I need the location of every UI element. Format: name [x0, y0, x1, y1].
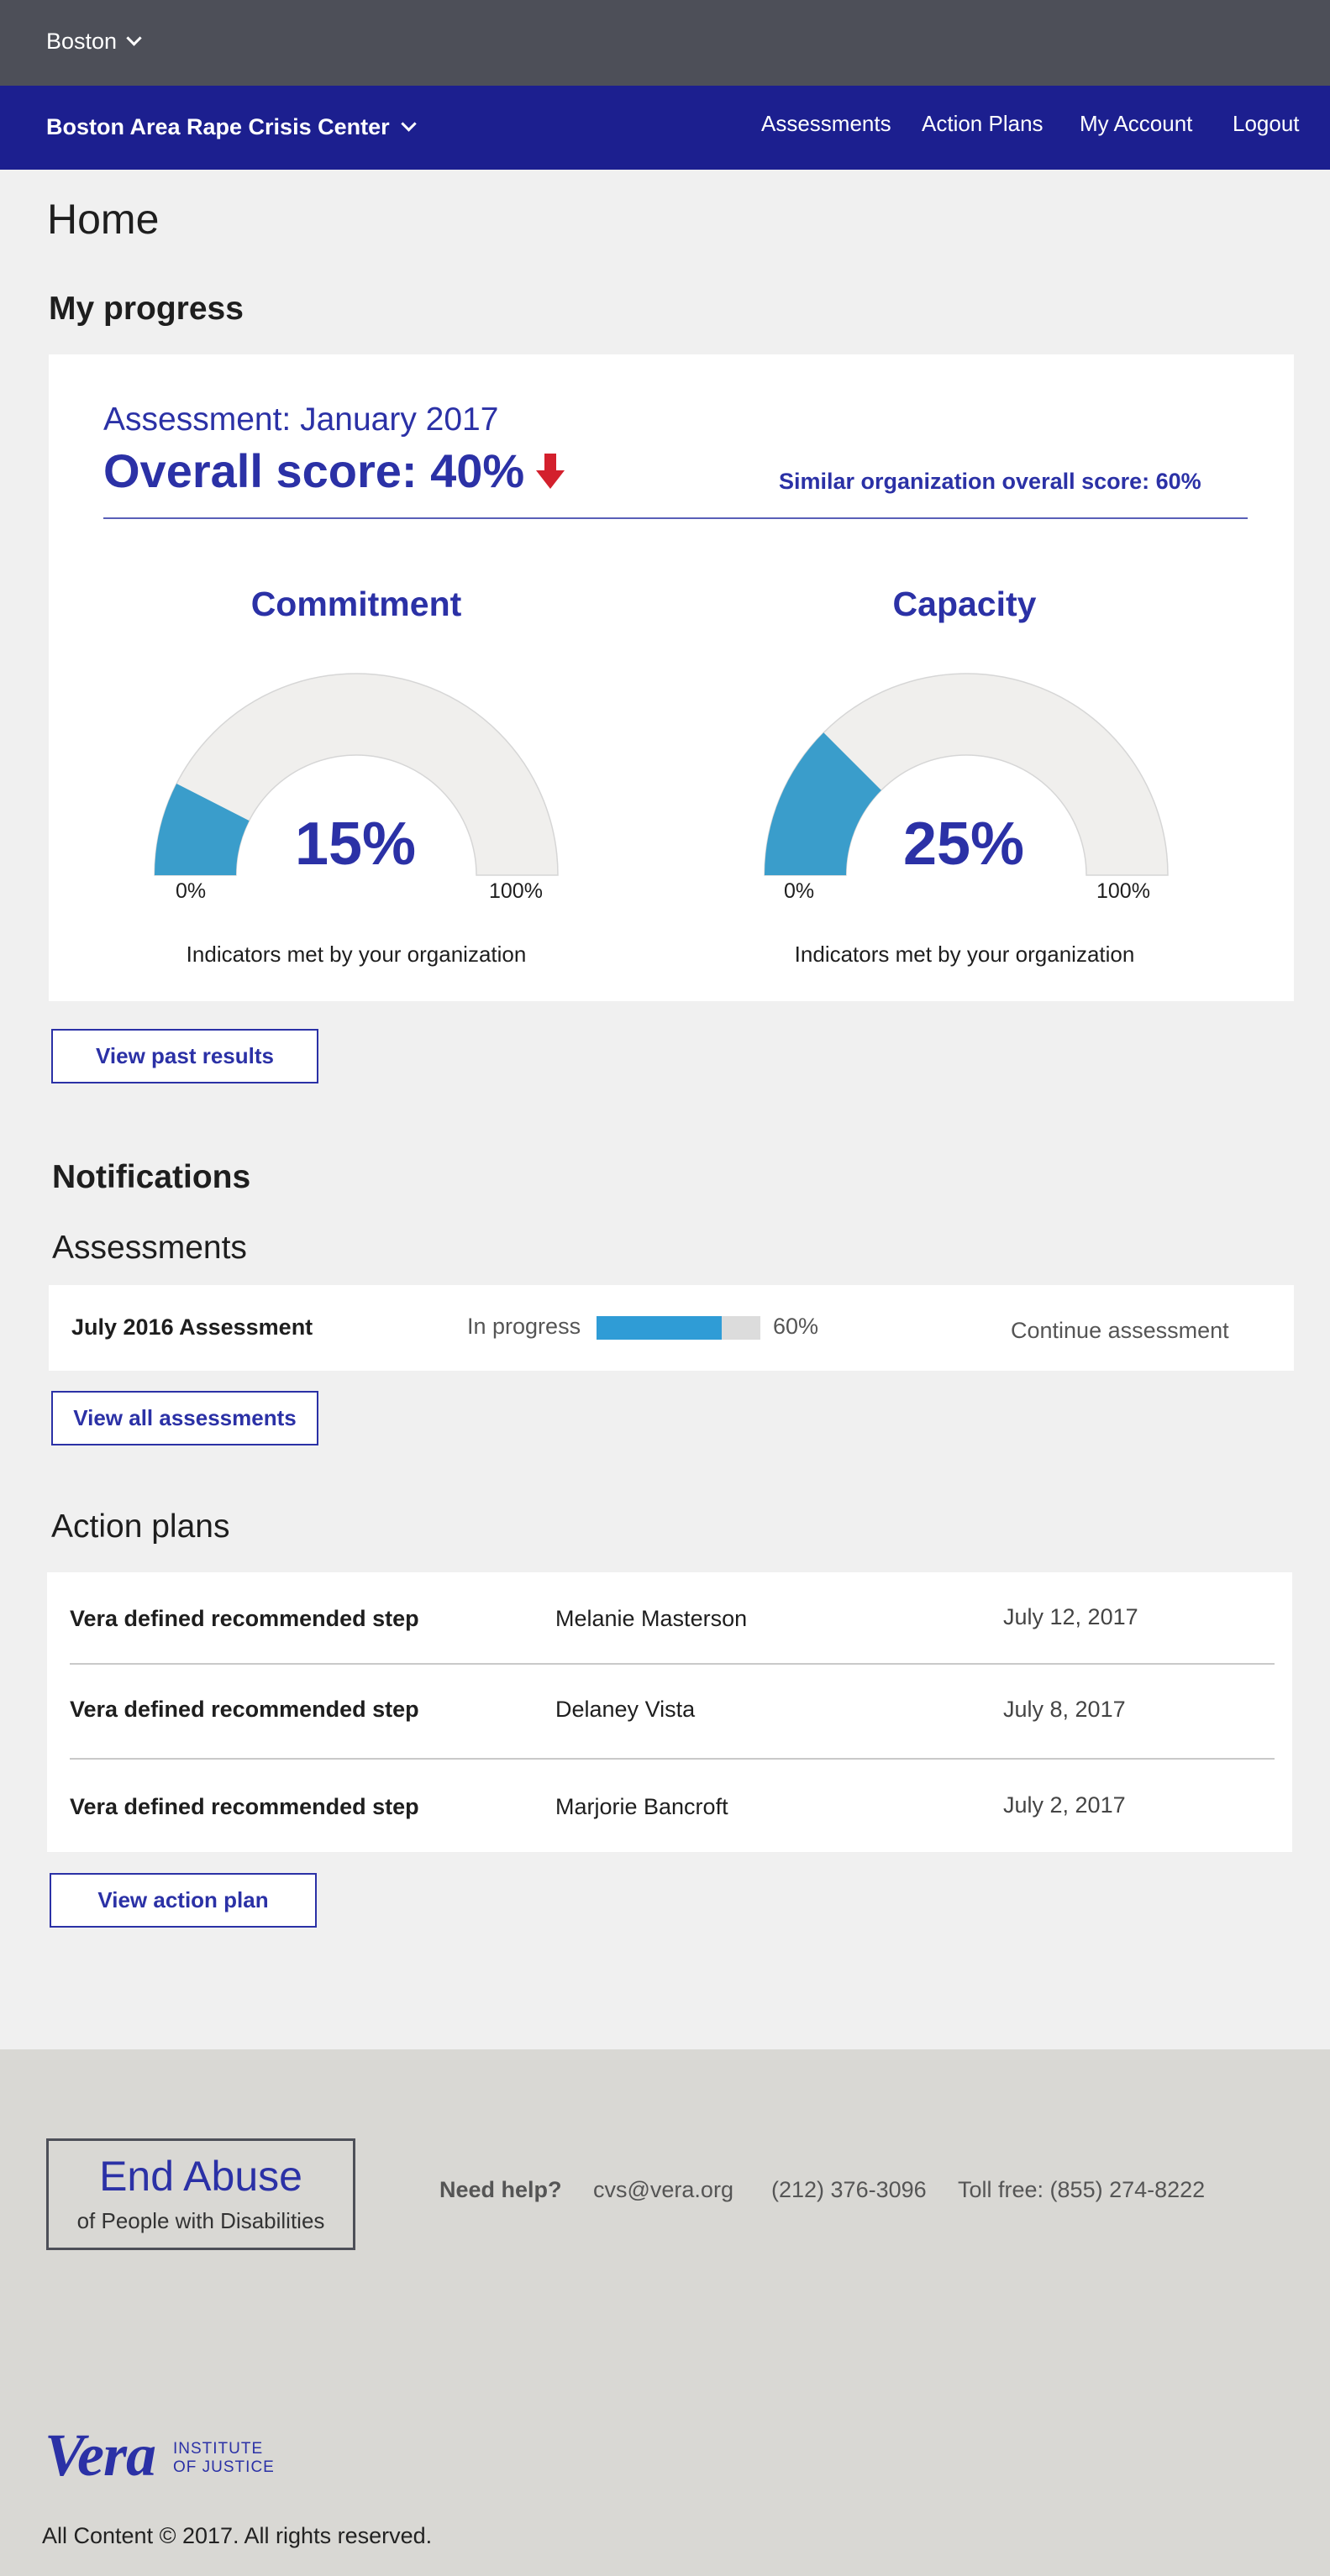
- gauge-title-commitment: Commitment: [250, 585, 462, 623]
- nav-my-account[interactable]: My Account: [1080, 111, 1193, 136]
- gauge-value-capacity: 25%: [902, 811, 1025, 878]
- page-title: Home: [47, 196, 160, 243]
- email-link[interactable]: cvs@vera.org: [593, 2177, 733, 2202]
- action-plan-step[interactable]: Vera defined recommended step: [70, 1606, 419, 1631]
- capacity-gauge: [764, 673, 1169, 876]
- nav-assessments[interactable]: Assessments: [761, 111, 891, 136]
- row-divider: [70, 1758, 1275, 1760]
- city-selector[interactable]: Boston: [46, 29, 142, 55]
- overall-score: Overall score: 40%: [103, 443, 565, 498]
- view-past-results-button[interactable]: View past results: [51, 1029, 318, 1083]
- action-plan-date: July 12, 2017: [1003, 1604, 1138, 1629]
- gauge-value-commitment: 15%: [294, 811, 417, 878]
- action-plans-title: Action plans: [51, 1508, 230, 1545]
- gauge-caption-commitment: Indicators met by your organization: [186, 942, 527, 967]
- assessment-date: Assessment: January 2017: [103, 401, 499, 438]
- action-plan-person: Melanie Masterson: [555, 1606, 748, 1631]
- continue-assessment-link[interactable]: Continue assessment: [1011, 1318, 1229, 1343]
- assessments-subtitle: Assessments: [52, 1230, 247, 1266]
- end-abuse-logo-title: End Abuse: [99, 2153, 302, 2200]
- arrow-down-icon: [536, 453, 565, 489]
- gauge-fill: [765, 732, 881, 875]
- need-help-label: Need help?: [439, 2177, 562, 2202]
- similar-org-score: Similar organization overall score: 60%: [779, 469, 1201, 494]
- row-divider: [70, 1663, 1275, 1665]
- vera-institute-line2: OF JUSTICE: [173, 2458, 275, 2476]
- vera-logo[interactable]: Vera: [45, 2421, 156, 2489]
- action-plans-card: [47, 1572, 1292, 1852]
- nav-action-plans[interactable]: Action Plans: [922, 111, 1043, 136]
- gauge-track: [764, 673, 1169, 876]
- progress-card: [49, 354, 1294, 1001]
- commitment-gauge: [154, 673, 559, 876]
- city-label: Boston: [46, 29, 118, 54]
- end-abuse-logo-subtitle: of People with Disabilities: [76, 2208, 325, 2233]
- assessment-name: July 2016 Assessment: [71, 1314, 313, 1340]
- phone-link[interactable]: (212) 376-3096: [771, 2177, 927, 2202]
- gauge-title-capacity: Capacity: [892, 585, 1037, 623]
- org-label: Boston Area Rape Crisis Center: [46, 114, 390, 139]
- gauge-caption-capacity: Indicators met by your organization: [794, 942, 1135, 967]
- gauge-max-label: 100%: [1096, 879, 1150, 903]
- gauge-fill: [155, 784, 250, 875]
- action-plan-date: July 8, 2017: [1003, 1697, 1126, 1722]
- footer: [0, 2049, 1330, 2576]
- action-plan-person: Marjorie Bancroft: [555, 1794, 728, 1819]
- chevron-down-icon: [126, 30, 142, 46]
- gauge-min-label: 0%: [784, 879, 815, 903]
- gauge-max-label: 100%: [489, 879, 543, 903]
- copyright: All Content © 2017. All rights reserved.: [42, 2523, 433, 2548]
- end-abuse-logo[interactable]: [46, 2138, 355, 2250]
- toll-free-link[interactable]: Toll free: (855) 274-8222: [958, 2177, 1206, 2202]
- assessment-progress-fill: [597, 1316, 722, 1340]
- action-plan-step[interactable]: Vera defined recommended step: [70, 1794, 419, 1819]
- vera-institute-text: INSTITUTE OF JUSTICE: [173, 2440, 275, 2477]
- org-selector[interactable]: Boston Area Rape Crisis Center: [46, 114, 417, 140]
- action-plan-person: Delaney Vista: [555, 1697, 696, 1722]
- assessment-status: In progress: [467, 1314, 581, 1339]
- gauge-min-label: 0%: [176, 879, 207, 903]
- view-action-plan-button[interactable]: View action plan: [50, 1873, 317, 1928]
- main-nav-bar: [0, 86, 1330, 170]
- nav-logout[interactable]: Logout: [1233, 111, 1300, 136]
- view-all-assessments-button[interactable]: View all assessments: [51, 1391, 318, 1445]
- vera-institute-line1: INSTITUTE: [173, 2440, 264, 2458]
- action-plan-date: July 2, 2017: [1003, 1792, 1126, 1818]
- notifications-title: Notifications: [52, 1159, 251, 1195]
- overall-score-text: Overall score: 40%: [103, 444, 525, 497]
- my-progress-title: My progress: [49, 291, 244, 327]
- score-divider: [103, 517, 1248, 519]
- chevron-down-icon: [400, 116, 417, 132]
- assessment-progress-text: 60%: [773, 1314, 819, 1339]
- action-plan-step[interactable]: Vera defined recommended step: [70, 1697, 419, 1722]
- city-bar: [0, 0, 1330, 86]
- gauge-track: [154, 673, 559, 876]
